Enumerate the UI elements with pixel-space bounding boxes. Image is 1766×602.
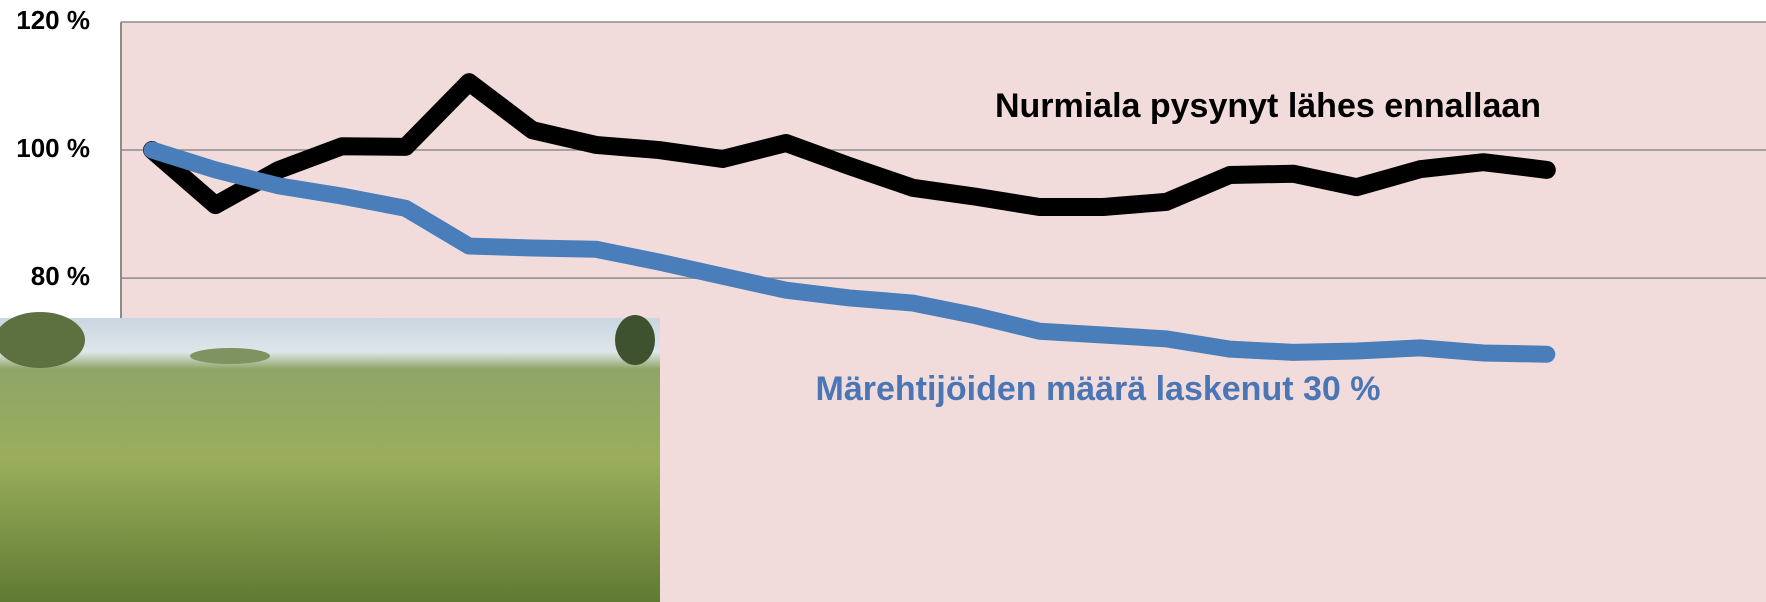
photo [0, 312, 660, 602]
lines [143, 73, 1556, 363]
annotation: Märehtijöiden määrä laskenut 30 % [816, 370, 1381, 408]
y-tick-label: 100 % [16, 133, 90, 163]
data-line [143, 73, 1556, 217]
labels: 80 % 100 % 120 % Nurmiala pysynyt lähes enn… [16, 5, 1541, 408]
annotation: Nurmiala pysynyt lähes ennallaan [995, 87, 1541, 125]
photo-tree [0, 312, 85, 368]
data-line [143, 141, 1556, 363]
photo-tree [615, 315, 655, 365]
y-tick-label: 120 % [16, 5, 90, 35]
photo-background [0, 318, 660, 602]
photo-bush [190, 348, 270, 364]
y-tick-label: 80 % [31, 261, 90, 291]
